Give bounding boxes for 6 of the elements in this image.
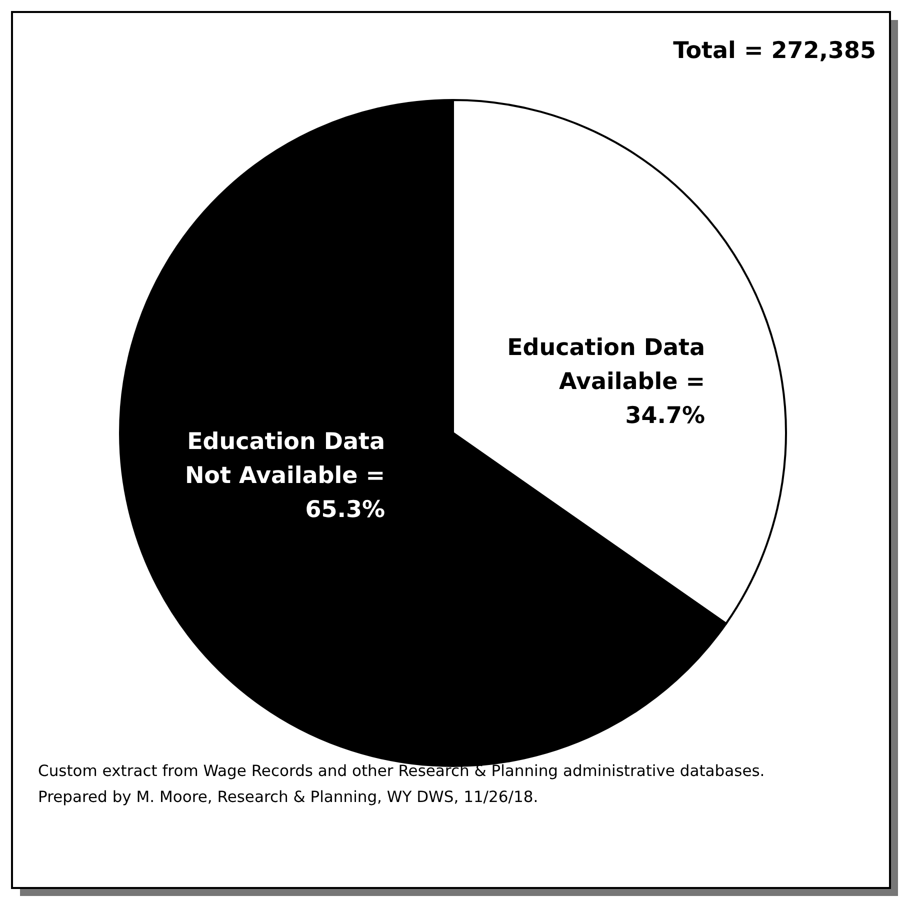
data-label: 65.3% [305, 497, 385, 523]
slice-label: Education Data Not Available = [184, 429, 385, 489]
data-label: 34.7% [625, 403, 705, 429]
text: Prepared by M. Moore, Research & Planning, WY DWS, 11/26/18. [38, 788, 538, 806]
slice-label: Education Data Available = [507, 335, 705, 395]
chart-title: Total = 272,385 [673, 38, 876, 64]
